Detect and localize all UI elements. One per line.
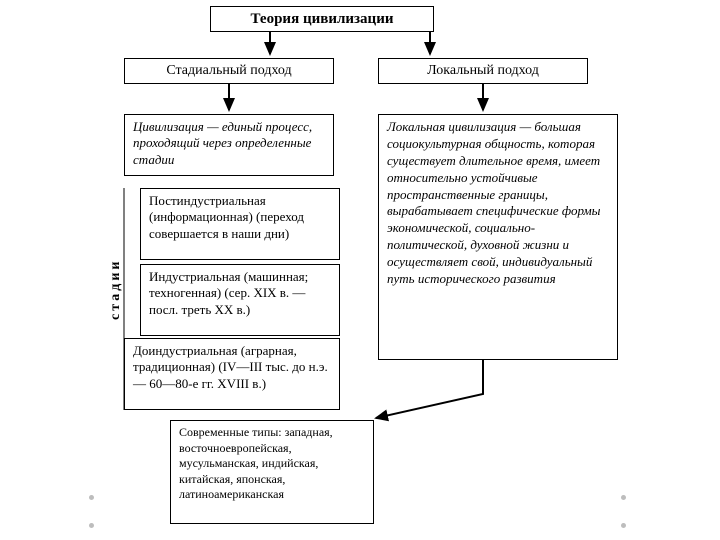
approach-right-box: Локальный подход xyxy=(378,58,588,84)
stage-2-text: Индустриальная (машинная; техногенная) (… xyxy=(149,269,308,317)
definition-left-box: Цивилизация — единый процесс, проходящий… xyxy=(124,114,334,176)
stages-side-label-text: стадии xyxy=(108,259,123,320)
approach-right-text: Локальный подход xyxy=(427,63,539,78)
title-box: Теория цивилизации xyxy=(210,6,434,32)
approach-left-text: Стадиальный подход xyxy=(166,63,291,78)
definition-right-text: Локальная цивилизация — большая социокул… xyxy=(387,119,600,286)
approach-left-box: Стадиальный подход xyxy=(124,58,334,84)
diagram-canvas: Теория цивилизации Стадиальный подход Ло… xyxy=(0,0,720,540)
stage-1-text: Постиндустриальная (информационная) (пер… xyxy=(149,193,304,241)
deco-dot xyxy=(621,523,626,528)
stages-side-label: стадии xyxy=(108,200,124,320)
deco-dot xyxy=(89,495,94,500)
stage-2-box: Индустриальная (машинная; техногенная) (… xyxy=(140,264,340,336)
deco-dot xyxy=(621,495,626,500)
stage-3-box: Доиндустриальная (аграрная, традиционная… xyxy=(124,338,340,410)
deco-dot xyxy=(89,523,94,528)
types-box: Современные типы: западная, восточноевро… xyxy=(170,420,374,524)
stage-1-box: Постиндустриальная (информационная) (пер… xyxy=(140,188,340,260)
stage-3-text: Доиндустриальная (аграрная, традиционная… xyxy=(133,343,328,391)
definition-right-box: Локальная цивилизация — большая социокул… xyxy=(378,114,618,360)
arrow-right-def-to-types xyxy=(376,360,483,418)
definition-left-text: Цивилизация — единый процесс, проходящий… xyxy=(133,119,312,167)
title-text: Теория цивилизации xyxy=(251,11,394,27)
types-text: Современные типы: западная, восточноевро… xyxy=(179,425,333,501)
